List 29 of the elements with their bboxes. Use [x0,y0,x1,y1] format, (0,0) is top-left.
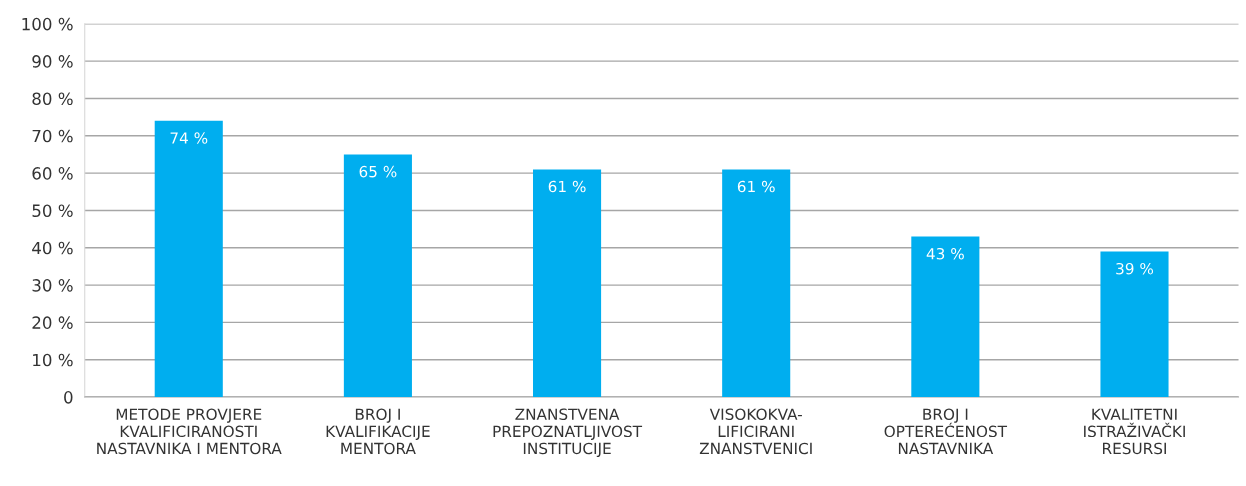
x-tick-label: METODE PROVJERE KVALIFICIRANOSTI NASTAVNIKA I MENTORA [97,408,282,455]
bar [154,120,223,398]
y-tick-label: 70 % [32,129,73,143]
x-tick-label: VISOKOKVA- LIFICIRANI ZNANSTVENICI [699,408,812,455]
data-label: 61 % [737,180,775,193]
y-tick-label: 60 % [32,167,73,180]
bar [343,154,412,398]
y-tick-label: 50 % [32,204,73,218]
y-tick-label: 80 % [32,92,73,106]
y-tick-label: 30 % [32,279,73,292]
x-tick-label: BROJ I OPTEREĆENOST NASTAVNIKA [884,408,1008,455]
bar [1100,251,1169,398]
data-label: 74 % [170,132,208,144]
bar [722,169,791,398]
data-label: 61 % [548,180,586,193]
y-tick-label: 100 % [22,17,73,31]
x-tick-label: ZNANSTVENA PREPOZNATLJIVOST INSTITUCIJE [493,408,643,458]
bar [911,236,980,398]
bar [533,169,602,398]
y-tick-label: 90 % [32,55,73,68]
x-tick-label: BROJ I KVALIFIKACIJE MENTORA [326,408,430,455]
y-tick-label: 20 % [32,316,73,329]
data-label: 65 % [359,165,397,178]
y-tick-label: 10 % [33,353,73,367]
data-label: 43 % [926,247,964,260]
x-tick-label: KVALITETNI ISTRAŽIVAČKI RESURSI [1084,408,1185,455]
y-tick-label: 40 % [32,241,73,255]
y-tick-label: 0 [64,391,73,404]
data-label: 39 % [1116,262,1154,275]
